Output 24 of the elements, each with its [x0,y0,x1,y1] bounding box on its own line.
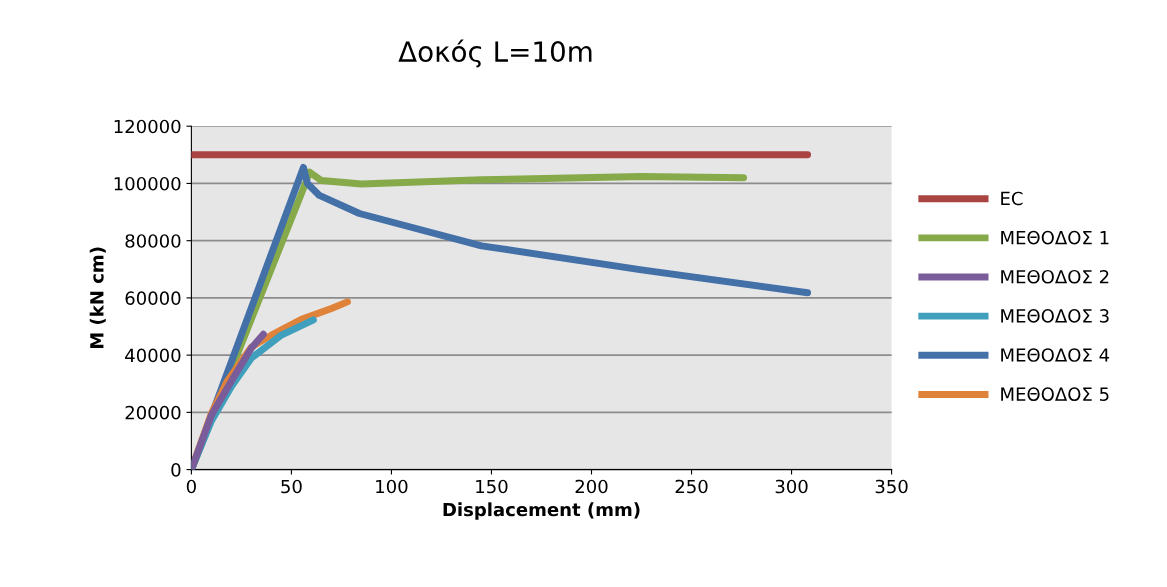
y-tick-label: 40000 [125,348,181,363]
y-tick-label: 120000 [114,119,181,134]
x-tick-label: 100 [376,479,408,494]
legend-label: EC [1001,191,1023,206]
y-axis-title: M (kN cm) [89,247,106,349]
x-tick-label: 200 [575,479,608,494]
y-tick-label: 80000 [125,234,181,248]
x-tick-label: 150 [476,479,508,494]
x-tick-label: 0 [186,479,196,494]
chart-title: Δοκός L=10m [398,39,592,68]
x-tick-label: 50 [281,479,302,494]
legend-label: ΜΕΘΟΔΟΣ 2 [1001,269,1109,284]
y-tick-label: 60000 [125,291,181,306]
y-tick-label: 100000 [114,176,181,191]
x-tick-label: 250 [675,479,708,494]
x-tick-label: 350 [875,479,908,494]
y-tick-label: 0 [171,463,181,477]
legend-label: ΜΕΘΟΔΟΣ 3 [1001,309,1109,323]
x-tick-label: 300 [775,479,808,494]
x-axis-title: Displacement (mm) [443,502,640,520]
legend-label: ΜΕΘΟΔΟΣ 5 [1001,387,1109,401]
legend-label: ΜΕΘΟΔΟΣ 4 [1001,348,1110,362]
y-tick-label: 20000 [125,405,181,420]
legend-label: ΜΕΘΟΔΟΣ 1 [1001,230,1109,245]
